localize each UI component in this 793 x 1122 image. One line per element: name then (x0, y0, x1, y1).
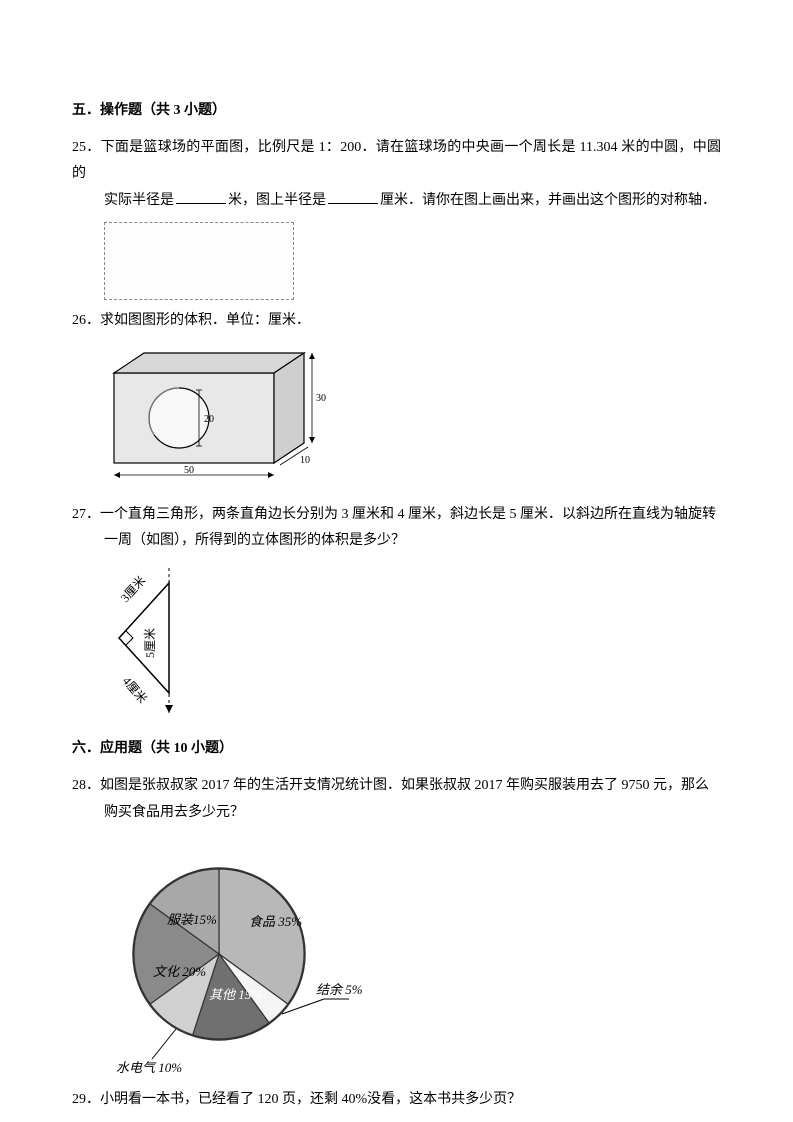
cuboid-diagram: 20 50 10 30 (104, 343, 329, 483)
q26-dim-50: 50 (184, 465, 194, 476)
question-29: 29．小明看一本书，已经看了 120 页，还剩 40%没看，这本书共多少页？ (72, 1087, 721, 1114)
q25-line2a: 实际半径是 (104, 193, 174, 208)
q27-label-3: 3厘米 (118, 573, 148, 605)
pie-label-utilities: 水电气 10% (116, 1060, 182, 1075)
q26-number: 26． (72, 313, 100, 328)
q29-line: 小明看一本书，已经看了 120 页，还剩 40%没看，这本书共多少页？ (100, 1092, 521, 1107)
q26-dim-10: 10 (300, 455, 310, 466)
q25-text: 25．下面是篮球场的平面图，比例尺是 1：200．请在篮球场的中央画一个周长是 … (72, 135, 721, 215)
q29-number: 29． (72, 1092, 100, 1107)
q26-text: 26．求如图图形的体积．单位：厘米． (72, 308, 721, 335)
q27-line1: 一个直角三角形，两条直角边长分别为 3 厘米和 4 厘米，斜边长是 5 厘米．以… (100, 507, 716, 522)
q27-figure: 3厘米 4厘米 5厘米 (104, 563, 721, 729)
q25-figure (104, 222, 721, 300)
q28-line2: 购买食品用去多少元？ (72, 800, 721, 827)
question-26: 26．求如图图形的体积．单位：厘米． 20 50 10 (72, 308, 721, 493)
q28-number: 28． (72, 778, 100, 793)
q27-label-5: 5厘米 (143, 628, 157, 658)
q27-label-4: 4厘米 (120, 674, 150, 706)
q25-blank-1[interactable] (176, 188, 226, 204)
q25-number: 25． (72, 140, 101, 155)
q25-dashed-rectangle (104, 222, 294, 300)
section-6-header: 六．应用题（共 10 小题） (72, 736, 721, 763)
q25-line2c: 厘米．请你在图上画出来，并画出这个图形的对称轴． (380, 193, 716, 208)
q25-line2b: 米，图上半径是 (228, 193, 326, 208)
q26-dim-20: 20 (204, 414, 214, 425)
question-28: 28．如图是张叔叔家 2017 年的生活开支情况统计图．如果张叔叔 2017 年… (72, 773, 721, 1079)
q28-text: 28．如图是张叔叔家 2017 年的生活开支情况统计图．如果张叔叔 2017 年… (72, 773, 721, 826)
q29-text: 29．小明看一本书，已经看了 120 页，还剩 40%没看，这本书共多少页？ (72, 1087, 721, 1114)
pie-chart: 食品 35% 服装15% 文化 20% 其他 15% 结余 5% 水电气 10% (104, 834, 384, 1079)
pie-label-clothes: 服装15% (167, 912, 217, 927)
q25-blank-2[interactable] (328, 188, 378, 204)
question-27: 27．一个直角三角形，两条直角边长分别为 3 厘米和 4 厘米，斜边长是 5 厘… (72, 502, 721, 729)
q26-dim-30: 30 (316, 393, 326, 404)
q28-figure: 食品 35% 服装15% 文化 20% 其他 15% 结余 5% 水电气 10% (104, 834, 721, 1079)
question-25: 25．下面是篮球场的平面图，比例尺是 1：200．请在篮球场的中央画一个周长是 … (72, 135, 721, 301)
q26-figure: 20 50 10 30 (104, 343, 721, 494)
q27-line2: 一周（如图），所得到的立体图形的体积是多少？ (72, 528, 721, 555)
triangle-diagram: 3厘米 4厘米 5厘米 (104, 563, 199, 718)
q28-line1: 如图是张叔叔家 2017 年的生活开支情况统计图．如果张叔叔 2017 年购买服… (100, 778, 709, 793)
section-5-header: 五．操作题（共 3 小题） (72, 98, 721, 125)
q27-number: 27． (72, 507, 100, 522)
q26-line: 求如图图形的体积．单位：厘米． (100, 313, 310, 328)
q25-line1: 下面是篮球场的平面图，比例尺是 1：200．请在篮球场的中央画一个周长是 11.… (72, 140, 721, 182)
pie-label-balance: 结余 5% (316, 982, 363, 997)
pie-label-culture: 文化 20% (153, 964, 206, 979)
q27-text: 27．一个直角三角形，两条直角边长分别为 3 厘米和 4 厘米，斜边长是 5 厘… (72, 502, 721, 555)
pie-label-food: 食品 35% (249, 914, 302, 929)
pie-label-other: 其他 15% (209, 987, 262, 1002)
